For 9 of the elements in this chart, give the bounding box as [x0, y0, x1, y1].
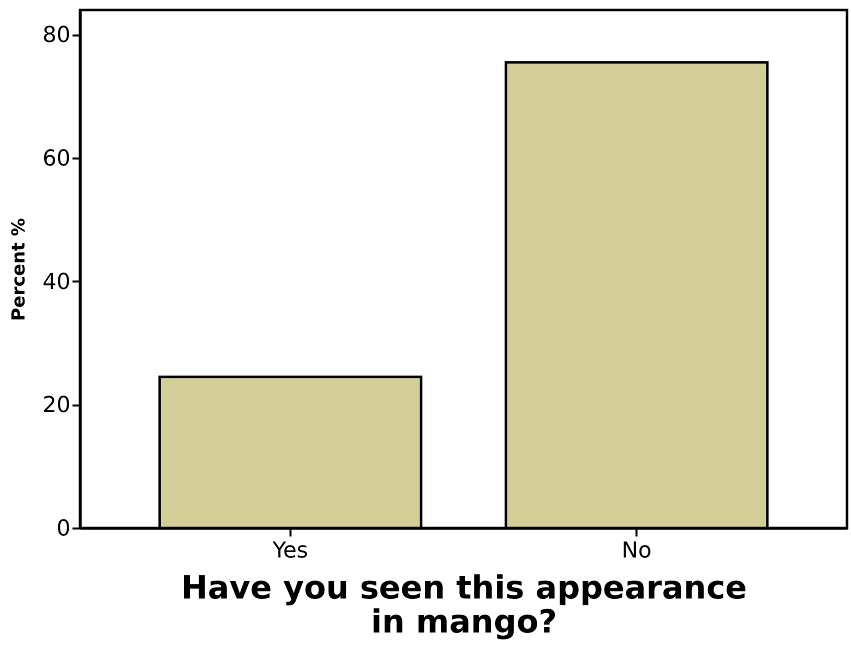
y-tick-label: 60 — [42, 146, 70, 172]
y-tick-label: 0 — [56, 516, 70, 542]
x-tick-label: Yes — [272, 538, 308, 564]
y-tick-label: 40 — [42, 270, 70, 295]
x-tick-label: No — [622, 538, 652, 564]
x-axis-title: Have you seen this appearance in mango? — [181, 568, 747, 640]
y-tick-label: 20 — [42, 393, 70, 418]
y-tick-label: 80 — [42, 23, 70, 48]
y-axis-title: Percent % — [8, 218, 30, 321]
